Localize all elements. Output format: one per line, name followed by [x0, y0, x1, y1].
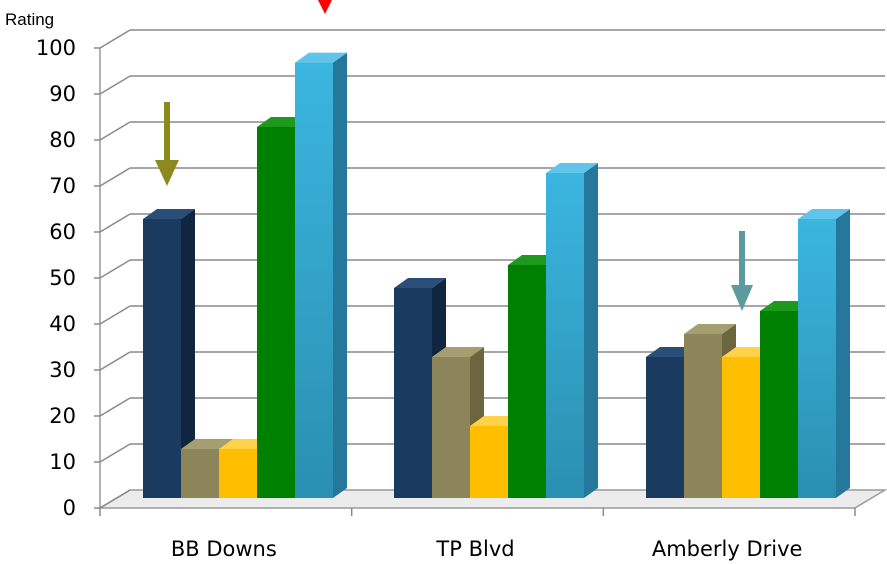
bar: [143, 219, 181, 498]
y-tick-label: 10: [49, 450, 76, 474]
bar: [722, 357, 760, 498]
arrow-shaft: [739, 231, 745, 285]
bar-group: [394, 163, 598, 498]
arrow-head: [318, 0, 332, 14]
bar-group: [143, 52, 347, 498]
bar-side: [333, 52, 347, 498]
y-axis-label: Rating: [5, 10, 54, 29]
bar: [646, 357, 684, 498]
x-axis-categories: BB Downs TP Blvd Amberly Drive: [171, 537, 803, 561]
arrow-down-icon: [731, 231, 753, 311]
arrow-down-icon: [155, 102, 179, 186]
y-tick-label: 50: [49, 266, 76, 290]
gridline-depth: [99, 213, 131, 233]
gridline-depth: [99, 29, 131, 49]
bar: [394, 288, 432, 498]
bar-top: [546, 163, 598, 173]
bar: [760, 311, 798, 498]
bar-top: [295, 52, 347, 63]
gridlines: [99, 29, 885, 509]
x-category-label: BB Downs: [171, 537, 277, 561]
gridline-depth: [99, 75, 131, 95]
gridline-depth: [99, 121, 131, 141]
bar: [432, 357, 470, 498]
gridline-depth: [99, 259, 131, 279]
x-category-label: Amberly Drive: [652, 537, 803, 561]
arrow-down-icon: [318, 0, 332, 14]
bar: [257, 127, 295, 498]
y-tick-label: 90: [49, 82, 76, 106]
arrow-shaft: [164, 102, 170, 160]
bar-side: [836, 209, 850, 498]
gridline-depth: [99, 351, 131, 371]
bar-top: [181, 439, 233, 449]
bar-top: [684, 324, 736, 334]
annotations: [155, 0, 753, 311]
gridline-depth: [99, 489, 131, 509]
gridline-depth: [99, 167, 131, 187]
bars: [143, 52, 850, 498]
bar-side: [181, 209, 195, 498]
bar: [295, 62, 333, 498]
bar-group: [646, 209, 850, 498]
arrow-head: [155, 160, 179, 186]
gridline-depth: [99, 305, 131, 325]
y-tick-label: 40: [49, 312, 76, 336]
bar-top: [143, 209, 195, 219]
y-axis-ticks: 0 10 20 30 40 50 60 70 80 90 100: [36, 36, 856, 520]
bar: [470, 426, 508, 498]
y-tick-label: 70: [49, 174, 76, 198]
bar: [181, 449, 219, 498]
y-tick-label: 100: [36, 36, 76, 60]
bar: [798, 219, 836, 498]
gridline-depth: [99, 397, 131, 417]
y-tick-label: 20: [49, 404, 76, 428]
y-tick-label: 80: [49, 128, 76, 152]
gridline-depth: [99, 443, 131, 463]
arrow-head: [731, 285, 753, 311]
bar: [684, 334, 722, 498]
bar: [546, 173, 584, 498]
bar: [219, 449, 257, 498]
bar-top: [798, 209, 850, 219]
x-category-label: TP Blvd: [435, 537, 514, 561]
y-tick-label: 0: [63, 496, 76, 520]
y-tick-label: 30: [49, 358, 76, 382]
bar-top: [432, 347, 484, 357]
bar-side: [584, 163, 598, 498]
y-tick-label: 60: [49, 220, 76, 244]
bar: [508, 265, 546, 498]
bar-top: [394, 278, 446, 288]
